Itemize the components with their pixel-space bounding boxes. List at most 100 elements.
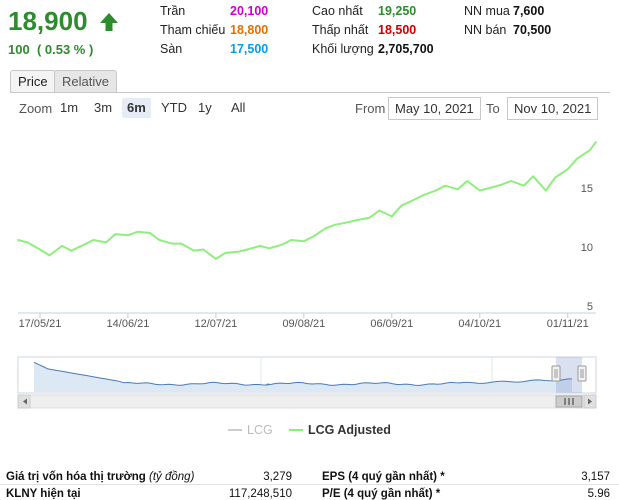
change-percent: 0.53 % — [44, 42, 86, 57]
data-point — [356, 219, 359, 221]
data-point — [17, 239, 19, 241]
quote-label-6: NN mua — [464, 4, 510, 18]
data-point — [422, 194, 425, 197]
data-point — [566, 168, 569, 171]
data-point — [500, 183, 503, 186]
from-date-input[interactable]: May 10, 2021 — [388, 97, 481, 120]
data-point — [26, 241, 29, 244]
quote-label-2: Sàn — [160, 42, 183, 56]
pe-label: P/E (4 quý gần nhất) * — [322, 488, 441, 500]
data-point — [48, 254, 51, 257]
data-point — [595, 141, 597, 143]
data-point — [70, 249, 73, 252]
y-tick-label: 15 — [581, 183, 593, 195]
data-point — [136, 230, 139, 233]
to-label: To — [486, 101, 500, 116]
data-point — [334, 223, 337, 226]
data-point — [83, 243, 85, 246]
data-point — [588, 149, 591, 152]
data-point — [346, 221, 349, 224]
data-point — [456, 188, 459, 191]
data-point — [510, 180, 513, 182]
x-tick-label: 01/11/21 — [547, 318, 589, 330]
to-date-input[interactable]: Nov 10, 2021 — [507, 97, 599, 120]
quote-value-7: 70,500 — [513, 23, 552, 37]
zoom-button-3m[interactable]: 3m — [94, 100, 113, 115]
data-point — [488, 187, 491, 190]
zoom-label: Zoom — [19, 101, 53, 116]
market-cap-label: Giá trị vốn hóa thị trường (tỷ đồng) — [6, 471, 195, 483]
data-point — [576, 157, 579, 160]
data-point — [61, 245, 63, 247]
quote-label-5: Khối lượng — [312, 42, 374, 56]
price-change: 100 ( 0.53 % ) — [8, 42, 93, 57]
data-point — [215, 258, 217, 260]
zoom-button-6m[interactable]: 6m — [122, 98, 151, 118]
zoom-button-1y[interactable]: 1y — [198, 100, 212, 115]
change-close-paren: ) — [85, 42, 94, 57]
quote-label-1: Tham chiếu — [160, 23, 226, 37]
data-point — [39, 248, 41, 251]
quote-label-3: Cao nhất — [312, 4, 363, 18]
market-cap-note: (tỷ đồng) — [149, 471, 195, 483]
zoom-button-ytd[interactable]: YTD — [161, 100, 187, 115]
data-point — [224, 252, 227, 254]
data-point — [158, 239, 161, 241]
x-tick-label: 09/08/21 — [282, 318, 325, 330]
scrollbar-track — [17, 394, 597, 409]
legend: LCG LCG Adjusted — [228, 423, 391, 437]
zoom-button-all[interactable]: All — [231, 100, 246, 115]
data-point — [180, 242, 183, 245]
data-point — [171, 242, 173, 245]
tab-relative[interactable]: Relative — [54, 70, 117, 93]
data-point — [114, 233, 117, 236]
data-point — [522, 184, 525, 187]
data-point — [378, 209, 381, 212]
legend-item-label: LCG Adjusted — [308, 423, 391, 437]
quote-value-6: 7,600 — [513, 4, 545, 18]
x-tick-label: 17/05/21 — [19, 318, 62, 330]
quote-label-7: NN bán — [464, 23, 507, 37]
data-point — [412, 199, 415, 201]
from-label: From — [355, 101, 386, 116]
klny-value: 117,248,510 — [228, 488, 292, 500]
last-price: 18,900 — [8, 6, 88, 36]
quote-value-1: 18,800 — [230, 23, 269, 37]
data-point — [127, 234, 129, 237]
quote-value-2: 17,500 — [230, 42, 269, 56]
data-point — [434, 189, 437, 192]
tab-divider — [10, 92, 610, 93]
scroll-left-icon — [23, 398, 27, 405]
tab-price[interactable]: Price — [10, 70, 56, 93]
eps-value: 3,157 — [581, 471, 610, 483]
series-line-lcg-adjusted — [17, 141, 597, 260]
change-value: 100 — [8, 42, 30, 57]
data-point — [400, 204, 403, 207]
y-tick-label: 10 — [581, 242, 593, 254]
quote-label-4: Thấp nhất — [312, 23, 369, 37]
navigator: 20152020 — [17, 356, 597, 409]
data-point — [368, 216, 371, 219]
data-point — [478, 189, 481, 192]
data-point — [280, 243, 283, 246]
legend-item-label: LCG — [247, 423, 273, 437]
data-point — [312, 235, 315, 238]
data-point — [302, 240, 305, 243]
change-open-paren: ( — [33, 42, 45, 57]
data-point — [236, 250, 239, 253]
main-plot: 5 10 15 17/05/21 14/06/21 12/07/21 09/08/21 06/… — [17, 141, 597, 330]
data-point — [258, 245, 261, 247]
data-point — [554, 176, 557, 179]
data-point — [544, 189, 547, 192]
data-point — [193, 249, 195, 252]
footer-divider — [0, 484, 619, 485]
data-point — [324, 227, 327, 230]
klny-label: KLNY hiện tại — [6, 488, 81, 500]
data-point — [202, 248, 205, 251]
navigator-handle-left — [551, 365, 561, 382]
eps-label: EPS (4 quý gần nhất) * — [322, 471, 445, 483]
zoom-button-1m[interactable]: 1m — [60, 100, 79, 115]
scroll-right-icon — [588, 398, 592, 405]
data-point — [246, 248, 249, 251]
